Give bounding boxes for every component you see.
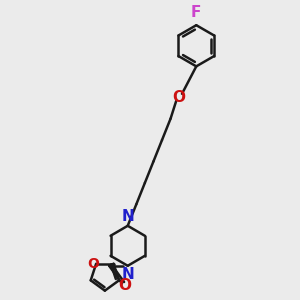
Text: F: F — [191, 5, 202, 20]
Text: N: N — [121, 209, 134, 224]
Text: N: N — [121, 267, 134, 282]
Text: O: O — [87, 257, 99, 271]
Text: O: O — [118, 278, 131, 293]
Text: O: O — [172, 90, 186, 105]
